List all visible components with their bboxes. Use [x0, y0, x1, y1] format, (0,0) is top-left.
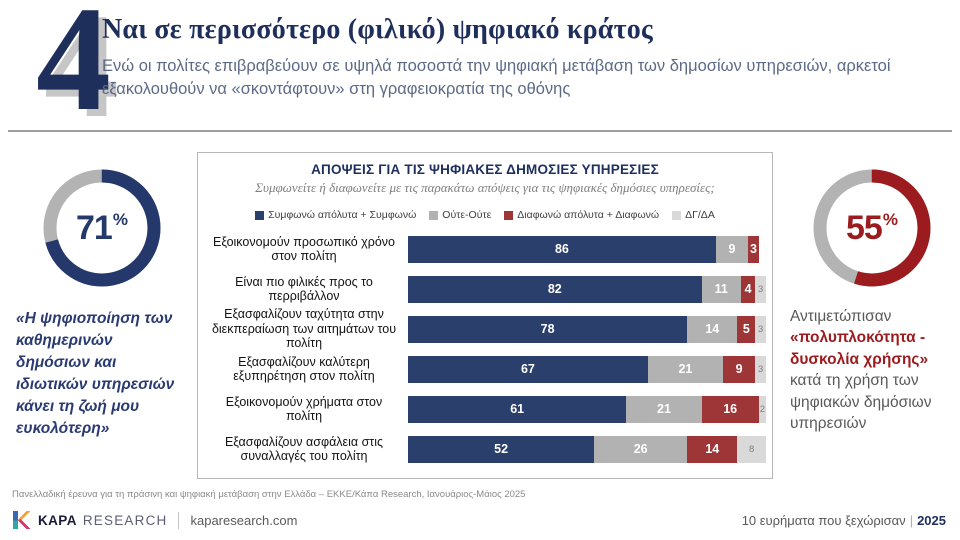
brand: KAPA RESEARCH kaparesearch.com	[12, 510, 297, 530]
legend-swatch	[429, 210, 439, 220]
bar-segment: 3	[748, 235, 759, 263]
bar-row: Εξασφαλίζουν ασφάλεια στις συναλλαγές το…	[200, 429, 766, 469]
right-caption-highlight: «πολυπλοκότητα - δυσκολία χρήσης»	[790, 329, 929, 368]
bar-track: 67 21 9 3	[408, 355, 766, 383]
brand-name-light: RESEARCH	[82, 512, 168, 528]
chart-subtitle: Συμφωνείτε ή διαφωνείτε με τις παρακάτω …	[255, 180, 715, 195]
bar-segment: 82	[408, 275, 702, 303]
brand-divider	[178, 511, 180, 529]
bar-segment: 26	[594, 435, 688, 463]
legend-item: Διαφωνώ απόλυτα + Διαφωνώ	[504, 209, 659, 221]
bar-row: Είναι πιο φιλικές προς το περριβάλλον 82 1…	[200, 269, 766, 309]
bar-segment: 2	[758, 395, 766, 423]
page-title: Ναι σε περισσότερο (φιλικό) ψηφιακό κράτ…	[102, 14, 653, 45]
right-donut-value: 55%	[810, 166, 934, 290]
bar-track: 61 21 16 2	[408, 395, 766, 423]
footer-tagline-separator: |	[909, 512, 914, 528]
brand-website: kaparesearch.com	[190, 512, 298, 528]
donut-ring-right	[813, 169, 931, 287]
left-donut-chart: 71%	[40, 166, 164, 290]
left-stat-block: 71% «Η ψηφιοποίηση των καθημερινών δημόσ…	[14, 166, 190, 440]
bar-category-label: Είναι πιο φιλικές προς το περριβάλλον	[235, 274, 373, 303]
bar-segment: 61	[408, 395, 627, 423]
chart-legend: Συμφωνώ απόλυτα + Συμφωνώ Ούτε-Ούτε Διαφων…	[198, 209, 772, 221]
left-stat-caption: «Η ψηφιοποίηση των καθημερινών δημόσιων …	[16, 310, 175, 437]
bar-track: 78 14 5 3	[408, 315, 766, 343]
legend-item: ΔΓ/ΔΑ	[672, 209, 715, 221]
kapa-logo-icon	[13, 511, 31, 529]
bar-category-label: Εξοικονομούν προσωπικό χρόνο στον πολίτη	[212, 234, 396, 263]
bar-category-label: Εξασφαλίζουν ταχύτητα στην διεκπεραίωση …	[211, 307, 397, 351]
bar-segment: 21	[647, 355, 724, 383]
bar-segment: 67	[408, 355, 648, 383]
bar-row: Εξοικονομούν χρήματα στον πολίτη 61 21 16 2	[200, 389, 766, 429]
legend-label: Ούτε-Ούτε	[442, 209, 492, 221]
bar-segment: 5	[737, 315, 756, 343]
bar-segment: 86	[408, 235, 716, 263]
bar-category-label: Εξασφαλίζουν ασφάλεια στις συναλλαγές το…	[224, 434, 384, 463]
footer-tagline: 10 ευρήματα που ξεχώρισαν | 2025	[742, 513, 946, 528]
left-stat-number: 71	[76, 208, 113, 247]
bar-segment: 14	[687, 435, 738, 463]
legend-label: Διαφωνώ απόλυτα + Διαφωνώ	[517, 209, 660, 221]
legend-swatch	[255, 210, 265, 220]
bar-segment: 52	[408, 435, 595, 463]
bar-segment: 16	[701, 395, 759, 423]
bar-segment: 3	[755, 355, 766, 383]
bar-row: Εξοικονομούν προσωπικό χρόνο στον πολίτη…	[200, 229, 766, 269]
right-stat-block: 55% Αντιμετώπισαν «πολυπλοκότητα - δυσκο…	[790, 166, 954, 434]
footer: KAPA RESEARCH kaparesearch.com 10 ευρήμα…	[12, 506, 946, 534]
bar-segment: 4	[740, 275, 756, 303]
bar-category-label: Εξοικονομούν χρήματα στον πολίτη	[225, 394, 383, 423]
bar-row: Εξασφαλίζουν ταχύτητα στην διεκπεραίωση …	[200, 307, 766, 351]
bar-segment: 8	[737, 435, 766, 463]
bar-row: Εξασφαλίζουν καλύτερη εξυπηρέτηση στον π…	[200, 349, 766, 389]
footer-tagline-text: 10 ευρήματα που ξεχώρισαν	[741, 512, 906, 528]
bar-segment: 9	[723, 355, 756, 383]
right-donut-chart: 55%	[810, 166, 934, 290]
legend-swatch	[672, 210, 682, 220]
right-stat-caption: Αντιμετώπισαν «πολυπλοκότητα - δυσκολία …	[790, 306, 954, 434]
header: Ναι σε περισσότερο (φιλικό) ψηφιακό κράτ…	[102, 14, 932, 102]
bar-rows: Εξοικονομούν προσωπικό χρόνο στον πολίτη…	[198, 229, 772, 469]
footer-year: 2025	[917, 512, 946, 528]
bar-track: 82 11 4 3	[408, 275, 766, 303]
bar-segment: 11	[701, 275, 741, 303]
brand-name-bold: KAPA	[38, 512, 77, 528]
bar-category-label: Εξασφαλίζουν καλύτερη εξυπηρέτηση στον π…	[233, 354, 375, 383]
legend-swatch	[504, 210, 514, 220]
header-divider	[8, 130, 952, 132]
bar-track: 52 26 14 8	[408, 435, 766, 463]
left-donut-value: 71%	[40, 166, 164, 290]
legend-item: Συμφωνώ απόλυτα + Συμφωνώ	[255, 209, 416, 221]
right-caption-suffix: κατά τη χρήση των ψηφιακών δημόσιων υπηρ…	[790, 372, 932, 432]
source-note: Πανελλαδική έρευνα για τη πράσινη και ψη…	[12, 489, 526, 500]
bar-segment: 9	[715, 235, 749, 263]
bar-track: 86 9 3	[408, 235, 766, 263]
right-stat-percent-sign: %	[882, 210, 898, 229]
legend-item: Ούτε-Ούτε	[429, 209, 491, 221]
chart-panel: ΑΠΟΨΕΙΣ ΓΙΑ ΤΙΣ ΨΗΦΙΑΚΕΣ ΔΗΜΟΣΙΕΣ ΥΠΗΡΕΣ…	[197, 152, 773, 479]
left-stat-percent-sign: %	[112, 210, 128, 229]
donut-ring-left	[43, 169, 161, 287]
bar-segment: 3	[755, 275, 766, 303]
chart-title: ΑΠΟΨΕΙΣ ΓΙΑ ΤΙΣ ΨΗΦΙΑΚΕΣ ΔΗΜΟΣΙΕΣ ΥΠΗΡΕΣ…	[311, 162, 659, 177]
bar-segment: 78	[408, 315, 688, 343]
right-stat-number: 55	[846, 208, 883, 247]
slide-number: 4	[36, 0, 111, 142]
bar-segment: 21	[626, 395, 702, 423]
legend-label: Συμφωνώ απόλυτα + Συμφωνώ	[268, 209, 417, 221]
legend-label: ΔΓ/ΔΑ	[685, 209, 715, 221]
page-subtitle: Ενώ οι πολίτες επιβραβεύουν σε υψηλά ποσ…	[102, 57, 891, 99]
bar-segment: 14	[687, 315, 738, 343]
bar-segment: 3	[755, 315, 766, 343]
right-caption-prefix: Αντιμετώπισαν	[790, 308, 892, 325]
